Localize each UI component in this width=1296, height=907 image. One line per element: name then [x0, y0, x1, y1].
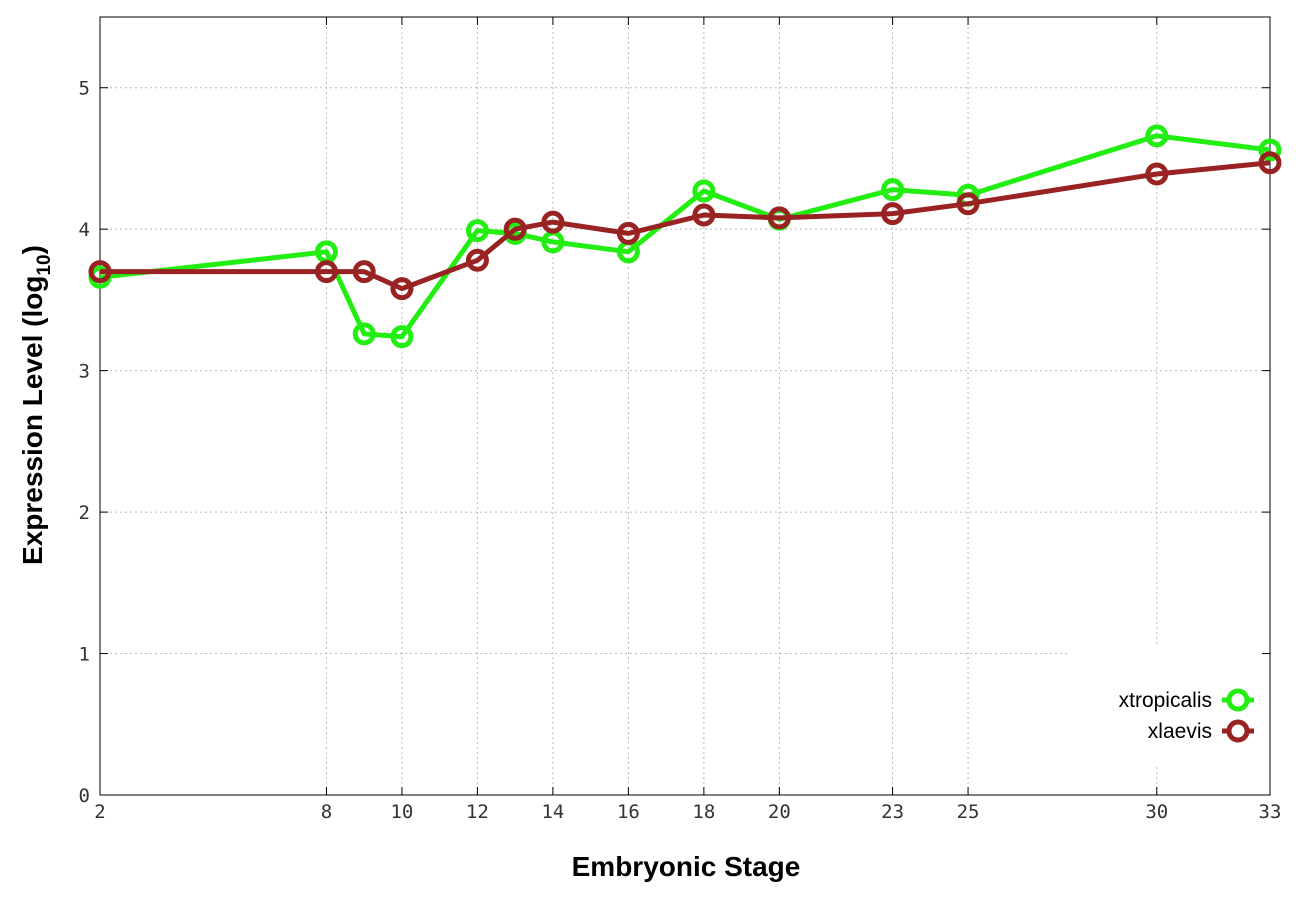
x-tick-label: 10 — [390, 801, 413, 823]
series-lines — [88, 124, 1282, 349]
axis-ticks — [99, 17, 1271, 796]
data-point-xtropicalis — [1258, 138, 1282, 162]
data-point-xtropicalis — [1145, 124, 1169, 148]
data-point-xlaevis — [767, 206, 791, 230]
plot-area-frame — [99, 16, 1271, 796]
y-tick-label: 2 — [79, 502, 90, 524]
data-point-xlaevis — [390, 277, 414, 301]
x-axis-title: Embryonic Stage — [572, 851, 801, 882]
data-point-xtropicalis — [692, 179, 716, 203]
data-point-xlaevis — [1145, 162, 1169, 186]
data-point-xtropicalis — [352, 322, 376, 346]
data-point-xlaevis — [503, 217, 527, 241]
series-line-xlaevis — [100, 160, 1271, 292]
legend-marker-xtropicalis — [1226, 688, 1250, 712]
data-point-xlaevis — [465, 248, 489, 272]
y-tick-label: 4 — [79, 219, 90, 241]
data-point-xlaevis — [314, 260, 338, 284]
data-point-xlaevis — [541, 210, 565, 234]
y-axis-title: Expression Level (log10) — [17, 245, 55, 565]
x-tick-label: 20 — [768, 801, 791, 823]
legend-label-xtropicalis: xtropicalis — [1119, 689, 1212, 712]
data-point-xtropicalis — [881, 178, 905, 202]
y-axis-title-close: ) — [17, 245, 48, 254]
data-point-xlaevis — [616, 221, 640, 245]
data-point-xtropicalis — [465, 219, 489, 243]
data-point-xlaevis — [692, 203, 716, 227]
y-tick-label: 1 — [79, 644, 90, 666]
x-tick-label: 18 — [692, 801, 715, 823]
data-point-xtropicalis — [390, 325, 414, 349]
legend-label-xlaevis: xlaevis — [1148, 720, 1212, 743]
x-tick-label: 8 — [321, 801, 332, 823]
x-tick-label: 25 — [957, 801, 980, 823]
y-tick-label: 3 — [79, 361, 90, 383]
x-tick-label: 33 — [1259, 801, 1282, 823]
x-tick-label: 14 — [541, 801, 564, 823]
data-point-xlaevis — [881, 202, 905, 226]
y-tick-label: 0 — [79, 785, 90, 807]
data-point-xlaevis — [1258, 151, 1282, 175]
legend: xtropicalis xlaevis — [1119, 688, 1254, 743]
x-tick-label: 30 — [1145, 801, 1168, 823]
data-point-xlaevis — [88, 260, 112, 284]
y-axis-title-main: Expression Level (log — [17, 276, 48, 565]
x-tick-label: 2 — [94, 801, 105, 823]
x-tick-label: 16 — [617, 801, 640, 823]
series-line-xtropicalis — [99, 133, 1271, 340]
data-point-xlaevis — [352, 260, 376, 284]
x-tick-label: 12 — [466, 801, 489, 823]
x-tick-label: 23 — [881, 801, 904, 823]
legend-marker-xlaevis — [1226, 719, 1250, 743]
y-tick-label: 5 — [79, 78, 90, 100]
y-axis-title-subscript: 10 — [34, 254, 55, 275]
data-point-xlaevis — [956, 192, 980, 216]
